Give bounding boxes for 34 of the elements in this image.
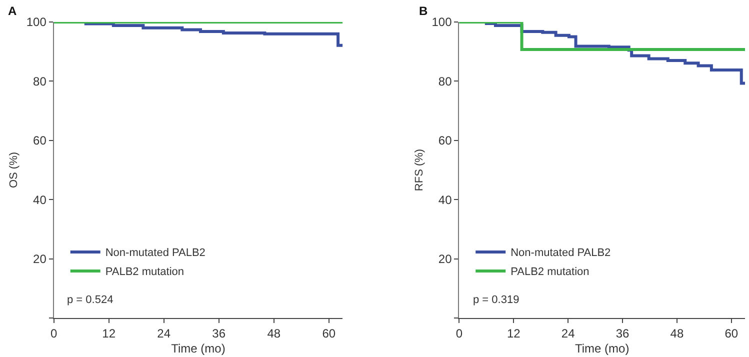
chart-title: B bbox=[419, 4, 428, 18]
y-tick-label: 20 bbox=[438, 252, 452, 266]
x-tick-label: 12 bbox=[506, 326, 521, 340]
legend-label: Non-mutated PALB2 bbox=[510, 247, 611, 260]
y-tick-label: 40 bbox=[33, 192, 47, 207]
x-tick-label: 48 bbox=[670, 326, 684, 340]
x-tick-label: 0 bbox=[456, 326, 463, 340]
y-axis-title: OS (%) bbox=[8, 152, 20, 188]
x-tick-label: 60 bbox=[724, 326, 738, 340]
x-axis-title: Time (mo) bbox=[574, 341, 630, 356]
legend-label: PALB2 mutation bbox=[105, 266, 184, 278]
y-tick-label: 100 bbox=[26, 15, 47, 30]
x-tick-label: 48 bbox=[267, 326, 281, 340]
y-tick-label: 80 bbox=[33, 74, 47, 88]
x-tick-label: 60 bbox=[322, 326, 336, 340]
chart-title: A bbox=[8, 4, 17, 18]
y-tick-label: 20 bbox=[33, 252, 47, 266]
y-tick-label: 60 bbox=[438, 134, 452, 148]
legend-label: PALB2 mutation bbox=[510, 266, 590, 278]
annotation: p = 0.524 bbox=[67, 294, 114, 306]
y-tick-label: 60 bbox=[33, 134, 47, 148]
y-axis-title: RFS (%) bbox=[413, 148, 426, 192]
y-tick-label: 40 bbox=[438, 192, 452, 207]
x-tick-label: 12 bbox=[102, 326, 116, 340]
legend-label: Non-mutated PALB2 bbox=[105, 247, 206, 260]
x-tick-label: 36 bbox=[212, 326, 226, 340]
y-tick-label: 100 bbox=[432, 15, 452, 30]
annotation: p = 0.319 bbox=[473, 294, 520, 306]
x-tick-label: 24 bbox=[561, 326, 576, 340]
y-tick-label: 80 bbox=[438, 74, 452, 88]
x-tick-label: 24 bbox=[157, 326, 171, 340]
x-tick-label: 36 bbox=[616, 326, 630, 340]
x-tick-label: 0 bbox=[50, 326, 58, 340]
x-axis-title: Time (mo) bbox=[171, 341, 226, 356]
